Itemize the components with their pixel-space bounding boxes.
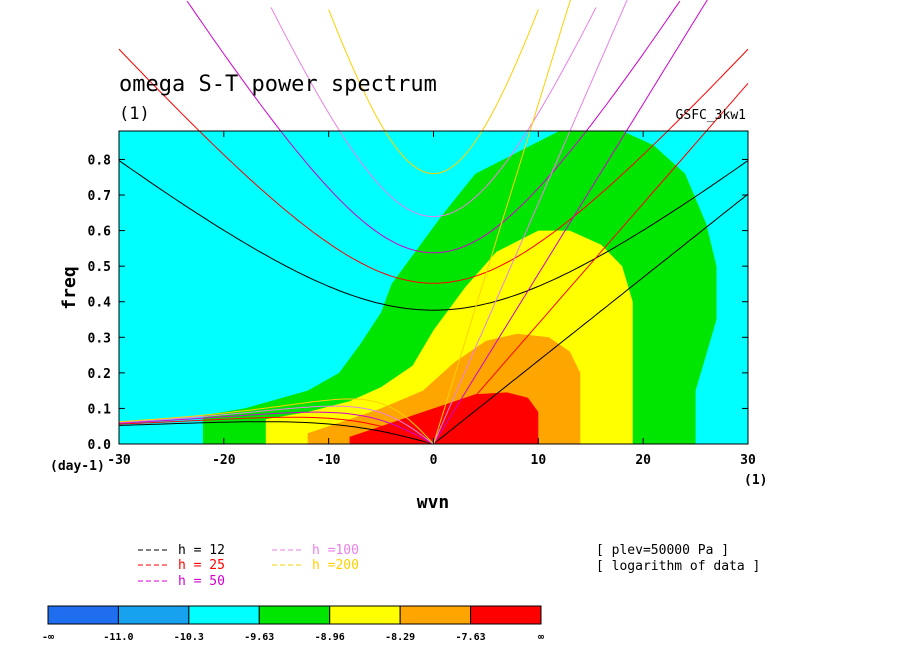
y-tick-label: 0.6 (88, 225, 112, 240)
colorbar-label: -∞ (42, 632, 54, 643)
y-tick-label: 0.2 (88, 367, 111, 382)
rossby-curve-h50 (118, 411, 434, 445)
colorbar-swatch (399, 605, 472, 625)
colorbar-swatch (329, 605, 401, 625)
colorbar-swatch (47, 605, 119, 625)
legend-label: h = 25 (178, 558, 225, 573)
colorbar-swatch (470, 605, 542, 625)
colorbar-label: -7.63 (456, 632, 486, 643)
colorbar-label: ∞ (538, 632, 544, 643)
kelvin-curve-h100 (433, 0, 628, 445)
x-axis-label: wvn (417, 492, 450, 513)
gravity-curve-h50 (186, 0, 681, 254)
colorbar-swatch (117, 605, 190, 625)
y-tick-label: 0.4 (88, 296, 112, 311)
y-unit-label: (day-1) (50, 459, 105, 474)
model-name: GSFC_3kw1 (676, 108, 746, 123)
x-tick-label: -20 (212, 453, 236, 468)
y-tick-label: 0.5 (88, 260, 111, 275)
colorbar-label: -9.63 (244, 632, 274, 643)
x-tick-label: 20 (635, 453, 651, 468)
kelvin-curve-h200 (433, 0, 571, 445)
x-tick-label: 10 (531, 453, 547, 468)
y-tick-label: 0.0 (88, 438, 112, 453)
gravity-curve-h12 (118, 160, 749, 311)
y-tick-label: 0.8 (88, 153, 112, 168)
colorbar-swatch (188, 605, 260, 625)
rossby-curve-h200 (118, 398, 434, 445)
y-axis-label: freq (59, 266, 80, 309)
legend-label: h =100 (312, 543, 359, 558)
colorbar-swatch (258, 605, 331, 625)
colorbar: -∞ -11.0 -10.3 -9.63 -8.96 -8.29 -7.63 ∞ (42, 605, 544, 643)
x-unit-label: (1) (744, 473, 767, 488)
dispersion-curves (118, 0, 749, 445)
x-tick-label: -10 (317, 453, 341, 468)
x-tick-label: 0 (430, 453, 438, 468)
y-axis: 0.0 0.1 0.2 0.3 0.4 0.5 0.6 0.7 0.8 (88, 153, 748, 453)
x-tick-label: 30 (740, 453, 756, 468)
colorbar-label: -10.3 (174, 632, 204, 643)
colorbar-label: -8.96 (315, 632, 345, 643)
colorbar-label: -11.0 (103, 632, 133, 643)
chart-title: omega S-T power spectrum (119, 72, 437, 97)
y-tick-label: 0.7 (88, 189, 111, 204)
x-axis: -30 -20 -10 0 10 20 30 (107, 131, 756, 468)
legend-label: h = 12 (178, 543, 225, 558)
kelvin-curve-h50 (433, 0, 708, 445)
rossby-curve-h12 (118, 421, 434, 445)
x-tick-label: -30 (107, 453, 131, 468)
gravity-curve-h25 (118, 48, 749, 284)
colorbar-label: -8.29 (385, 632, 415, 643)
note-plev: [ plev=50000 Pa ] (596, 543, 729, 558)
y-tick-label: 0.1 (88, 402, 112, 417)
contour-regions (119, 131, 748, 444)
gravity-curve-h200 (328, 9, 539, 175)
note-log: [ logarithm of data ] (596, 559, 760, 574)
rossby-curve-h100 (118, 405, 434, 445)
legend-label: h = 50 (178, 574, 225, 589)
legend-label: h =200 (312, 558, 359, 573)
kelvin-curve-h25 (433, 82, 749, 445)
rossby-curve-h25 (118, 416, 434, 445)
gravity-curve-h100 (270, 7, 597, 218)
kelvin-curve-h12 (433, 193, 749, 445)
chart-subtitle: (1) (119, 104, 150, 124)
y-tick-label: 0.3 (88, 331, 111, 346)
